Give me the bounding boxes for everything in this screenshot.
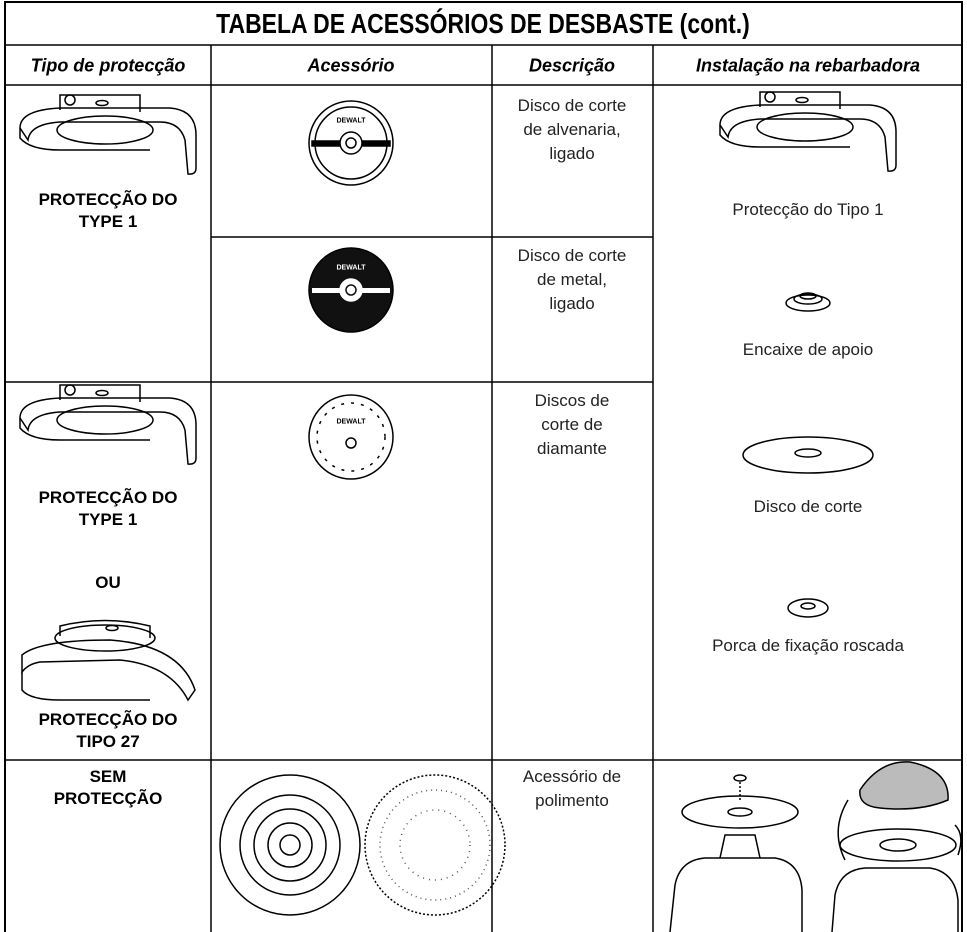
description: Discos de	[534, 391, 610, 410]
guard-27-icon	[21, 619, 196, 702]
guard-label: TYPE 1	[78, 212, 138, 231]
logo: DEWALT	[336, 117, 366, 125]
install-label: Encaixe de apoio	[742, 340, 874, 359]
description: polimento	[535, 791, 609, 810]
description: Disco de corte	[517, 246, 627, 265]
diamond-disc	[308, 394, 394, 480]
title: TABELA DE ACESSÓRIOS DE DESBASTE (cont.)	[216, 8, 750, 39]
logo: DEWALT	[336, 264, 366, 272]
backing-pad	[219, 774, 361, 916]
install-label: Porca de fixação roscada	[712, 636, 904, 655]
description: ligado	[549, 144, 595, 163]
description: de alvenaria,	[523, 120, 621, 139]
description: corte de	[541, 415, 603, 434]
masonry-disc	[308, 100, 394, 186]
description: Disco de corte	[517, 96, 627, 115]
column-header: Descrição	[528, 55, 616, 76]
polishing-bonnet	[364, 774, 506, 916]
install-label: Disco de corte	[753, 497, 863, 516]
guard-label: PROTECÇÃO	[53, 789, 163, 808]
cutting-disc	[742, 436, 874, 474]
description: de metal,	[537, 270, 607, 289]
description: ligado	[549, 294, 595, 313]
lock-nut	[787, 598, 829, 618]
column-header: Tipo de protecção	[30, 55, 186, 76]
install-label: Protecção do Tipo 1	[732, 200, 884, 219]
guard-label: TIPO 27	[76, 732, 140, 751]
column-header: Instalação na rebarbadora	[695, 55, 921, 76]
guard-label: PROTECÇÃO DO	[38, 488, 178, 507]
guard-label: TYPE 1	[78, 510, 138, 529]
guard-icon	[19, 94, 197, 175]
table-border	[4, 1, 963, 932]
guard-label: PROTECÇÃO DO	[38, 710, 178, 729]
logo: DEWALT	[336, 418, 366, 426]
guard-label: PROTECÇÃO DO	[38, 190, 178, 209]
guard-label: SEM	[89, 767, 127, 786]
backing-flange	[785, 292, 831, 312]
polish-assembly	[669, 761, 962, 932]
metal-disc	[308, 247, 394, 333]
description: diamante	[537, 439, 607, 458]
guard-label: OU	[95, 573, 121, 592]
description: Acessório de	[522, 767, 622, 786]
column-header: Acessório	[307, 55, 395, 76]
